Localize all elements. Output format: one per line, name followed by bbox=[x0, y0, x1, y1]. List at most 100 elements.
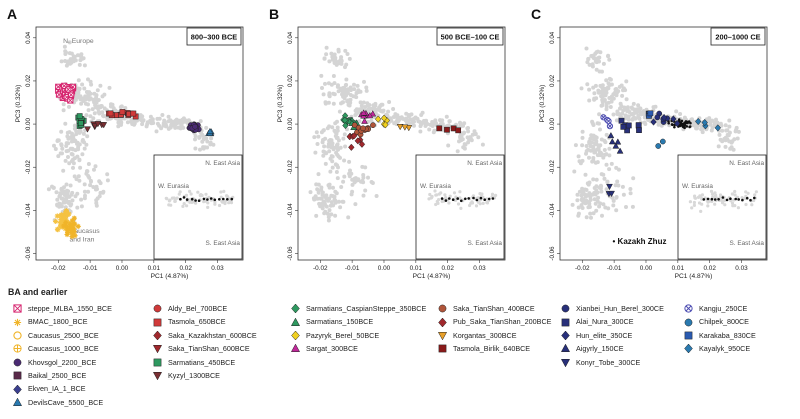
y-tick-label: 0.02 bbox=[549, 74, 556, 87]
background-point bbox=[355, 83, 360, 88]
background-point bbox=[323, 81, 327, 86]
background-point bbox=[77, 178, 82, 183]
inset-background-point bbox=[692, 200, 697, 205]
background-point bbox=[573, 143, 578, 148]
sample-point bbox=[61, 223, 67, 229]
background-point bbox=[594, 188, 599, 193]
background-point bbox=[154, 129, 159, 134]
background-point bbox=[633, 116, 638, 121]
background-point bbox=[323, 100, 328, 105]
background-point bbox=[328, 169, 333, 174]
legend-item: steppe_MLBA_1550_BCE bbox=[12, 302, 112, 315]
legend-marker bbox=[438, 317, 447, 327]
background-point bbox=[324, 45, 329, 50]
legend-item: Sarmatians_150BCE bbox=[290, 315, 426, 328]
background-point bbox=[76, 78, 81, 83]
inset-background-point bbox=[185, 204, 189, 208]
background-point bbox=[723, 144, 728, 149]
background-point bbox=[322, 144, 327, 149]
background-point bbox=[602, 138, 607, 143]
background-point bbox=[584, 188, 589, 192]
background-point bbox=[149, 121, 154, 126]
background-point bbox=[347, 103, 352, 108]
background-point bbox=[598, 50, 603, 55]
background-point bbox=[364, 85, 369, 90]
x-tick-label: 0.00 bbox=[378, 265, 391, 272]
legend-item: DevilsCave_5500_BCE bbox=[12, 396, 112, 409]
background-point bbox=[631, 101, 636, 106]
sample-point bbox=[65, 86, 72, 93]
background-point bbox=[615, 112, 620, 117]
legend-marker bbox=[684, 304, 693, 313]
background-point bbox=[329, 212, 334, 217]
background-point bbox=[736, 129, 741, 134]
background-point bbox=[587, 62, 592, 67]
background-point bbox=[327, 182, 332, 187]
background-point bbox=[159, 126, 164, 131]
background-point bbox=[63, 49, 68, 54]
background-point bbox=[331, 74, 336, 78]
background-point bbox=[624, 79, 629, 84]
inset-background-point bbox=[452, 191, 457, 195]
inset-background-point bbox=[448, 194, 452, 198]
background-point bbox=[621, 192, 626, 197]
inset-background-point bbox=[720, 198, 724, 202]
background-point bbox=[459, 138, 464, 143]
sample-point bbox=[77, 120, 84, 127]
background-point bbox=[326, 215, 331, 220]
legend-marker-shape bbox=[561, 330, 570, 341]
legend-item: Khovsgol_2200_BCE bbox=[12, 356, 112, 369]
inset-background-point bbox=[181, 204, 185, 208]
background-point bbox=[587, 180, 592, 185]
legend-item: Korgantas_300BCE bbox=[437, 329, 551, 342]
sample-point bbox=[396, 124, 404, 131]
legend-item: Saka_TianShan_600BCE bbox=[152, 342, 257, 355]
background-point bbox=[588, 195, 593, 200]
legend-item: Saka_Kazakhstan_600BCE bbox=[152, 329, 257, 342]
legend-marker-shape bbox=[153, 318, 162, 326]
legend-marker bbox=[152, 372, 163, 381]
background-point bbox=[54, 190, 59, 195]
legend-label: Pazyryk_Berel_50BCE bbox=[306, 330, 380, 340]
inset-sample-point bbox=[440, 197, 444, 200]
background-point bbox=[580, 135, 585, 140]
background-point bbox=[335, 142, 340, 147]
background-point bbox=[337, 199, 341, 204]
background-point bbox=[592, 56, 597, 61]
legend-marker bbox=[290, 317, 301, 326]
y-tick-label: 0.04 bbox=[549, 31, 556, 44]
background-point bbox=[343, 144, 348, 149]
inset-background-point bbox=[697, 201, 702, 205]
background-point bbox=[316, 190, 321, 195]
inset-sample-point bbox=[475, 198, 479, 202]
inset-background-point bbox=[753, 193, 757, 197]
background-point bbox=[326, 218, 331, 223]
legend-marker-shape bbox=[13, 318, 22, 326]
background-point bbox=[60, 146, 65, 151]
background-point bbox=[332, 61, 337, 65]
background-point bbox=[598, 143, 603, 148]
y-tick-label: -0.02 bbox=[287, 160, 294, 175]
background-point bbox=[587, 155, 591, 160]
background-point bbox=[604, 162, 609, 167]
inset-background-point bbox=[479, 192, 483, 197]
background-point bbox=[595, 199, 600, 204]
background-point bbox=[353, 179, 358, 183]
inset-background-point bbox=[433, 189, 437, 193]
legend-marker-shape bbox=[153, 304, 162, 313]
legend-item: Caucasus_2500_BCE bbox=[12, 329, 112, 342]
background-point bbox=[364, 88, 369, 93]
legend-label: Khovsgol_2200_BCE bbox=[28, 357, 97, 367]
background-point bbox=[321, 153, 326, 158]
background-point bbox=[321, 92, 326, 97]
background-point bbox=[611, 96, 616, 101]
inset-sample-point bbox=[197, 199, 201, 202]
sample-point bbox=[76, 113, 83, 119]
inset-background-point bbox=[494, 193, 498, 197]
annotation: N. Europe bbox=[63, 38, 94, 45]
x-axis-label: PC1 (4.87%) bbox=[413, 273, 451, 280]
background-point bbox=[636, 103, 641, 108]
legend-marker bbox=[12, 397, 23, 406]
background-point bbox=[640, 111, 645, 116]
y-axis-label: PC3 (0.32%) bbox=[539, 85, 546, 123]
